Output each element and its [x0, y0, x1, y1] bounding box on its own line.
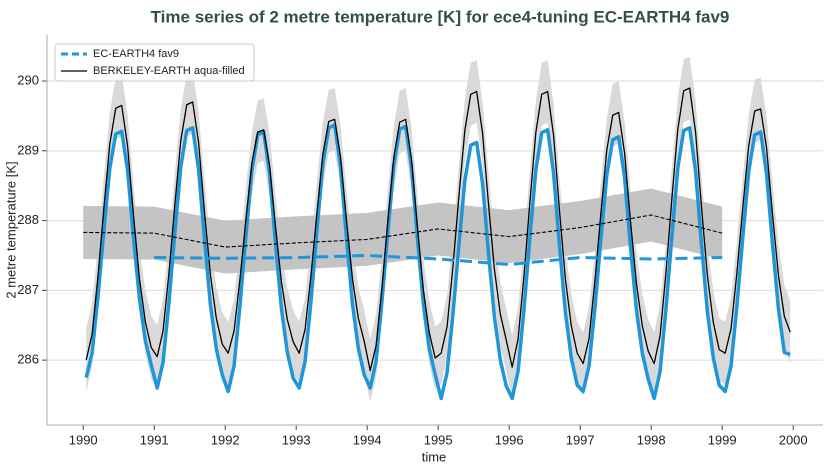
y-tick-label: 290	[17, 72, 39, 87]
y-tick-label: 287	[17, 282, 39, 297]
x-tick-label: 1992	[211, 432, 240, 447]
series-line	[84, 123, 791, 401]
y-tick-label: 289	[17, 142, 39, 157]
x-tick-label: 1991	[140, 432, 169, 447]
y-tick-label: 286	[17, 352, 39, 367]
legend-box	[54, 43, 255, 82]
x-tick-label: 1990	[69, 432, 98, 447]
x-tick-label: 1994	[353, 432, 382, 447]
y-axis-label: 2 metre temperature [K]	[3, 161, 18, 298]
chart-title: Time series of 2 metre temperature [K] f…	[151, 7, 730, 26]
x-tick-label: 1998	[637, 432, 666, 447]
x-tick-label: 1995	[424, 432, 453, 447]
x-tick-label: 1997	[566, 432, 595, 447]
x-tick-label: 1993	[282, 432, 311, 447]
x-axis-label: time	[422, 449, 447, 464]
legend-label: EC-EARTH4 fav9	[93, 48, 179, 60]
annual-line	[83, 214, 723, 248]
x-tick-label: 1996	[495, 432, 524, 447]
y-tick-label: 288	[17, 212, 39, 227]
band	[86, 56, 791, 402]
annual-line	[154, 253, 723, 267]
x-tick-label: 1999	[708, 432, 737, 447]
x-tick-label: 2000	[779, 432, 808, 447]
legend-label: BERKELEY-EARTH aqua-filled	[93, 65, 245, 77]
series-line	[85, 87, 791, 372]
